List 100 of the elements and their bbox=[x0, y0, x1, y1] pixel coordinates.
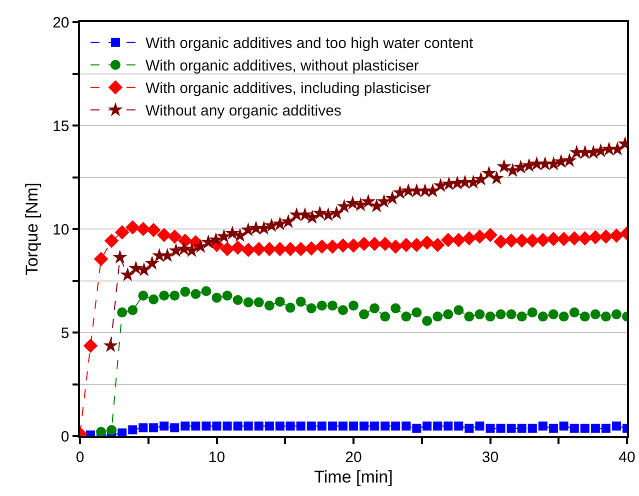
legend-label: With organic additives, without plasticiser bbox=[145, 58, 419, 75]
point bbox=[548, 309, 558, 320]
y-tick-label: 5 bbox=[60, 324, 70, 342]
point bbox=[262, 242, 277, 256]
point bbox=[212, 422, 222, 431]
point bbox=[167, 230, 182, 244]
point bbox=[567, 231, 582, 246]
legend-label: With organic additives, including plasticiser bbox=[145, 80, 431, 98]
point bbox=[346, 238, 361, 253]
point bbox=[220, 242, 234, 256]
point bbox=[486, 424, 495, 433]
point bbox=[454, 422, 464, 431]
point bbox=[611, 309, 622, 320]
point bbox=[412, 424, 422, 433]
point bbox=[128, 425, 138, 434]
point bbox=[243, 297, 254, 308]
point bbox=[117, 307, 128, 318]
point bbox=[548, 424, 558, 433]
x-axis-title: Time [min] bbox=[314, 468, 393, 487]
point bbox=[391, 422, 400, 431]
point bbox=[401, 312, 412, 322]
point bbox=[359, 309, 370, 320]
point bbox=[202, 422, 211, 431]
point bbox=[338, 422, 348, 431]
point bbox=[578, 231, 592, 246]
point bbox=[598, 230, 614, 244]
point bbox=[264, 300, 274, 311]
point bbox=[106, 425, 117, 435]
point bbox=[118, 428, 127, 436]
point bbox=[272, 242, 288, 256]
point bbox=[496, 424, 506, 433]
legend-label: Without any organic additives bbox=[145, 102, 342, 120]
point bbox=[485, 312, 496, 322]
point bbox=[422, 316, 432, 326]
point bbox=[516, 312, 527, 322]
point bbox=[180, 286, 190, 297]
point bbox=[96, 426, 106, 436]
point bbox=[506, 424, 516, 433]
point bbox=[138, 423, 148, 432]
point bbox=[274, 296, 285, 307]
point bbox=[325, 239, 340, 254]
point bbox=[443, 309, 454, 320]
point bbox=[244, 422, 253, 431]
point bbox=[475, 422, 484, 431]
point bbox=[590, 424, 600, 433]
point bbox=[420, 236, 434, 250]
point bbox=[170, 423, 180, 432]
point bbox=[380, 422, 390, 431]
point bbox=[201, 286, 212, 296]
point bbox=[94, 252, 108, 266]
point bbox=[306, 303, 316, 314]
point bbox=[283, 242, 298, 256]
point bbox=[349, 422, 358, 431]
point bbox=[494, 234, 508, 249]
point bbox=[138, 290, 148, 301]
point bbox=[558, 312, 569, 322]
point bbox=[328, 422, 337, 431]
point bbox=[241, 242, 256, 258]
point bbox=[160, 422, 169, 431]
point bbox=[474, 309, 485, 320]
point bbox=[580, 312, 590, 322]
point bbox=[432, 312, 443, 322]
y-tick-label: 10 bbox=[52, 221, 70, 238]
point bbox=[306, 422, 316, 431]
point bbox=[410, 238, 424, 252]
point bbox=[378, 236, 392, 252]
point bbox=[454, 305, 464, 316]
point bbox=[348, 300, 358, 311]
point bbox=[304, 241, 319, 256]
point bbox=[296, 422, 306, 431]
x-tick-label: 0 bbox=[76, 448, 84, 466]
point bbox=[559, 422, 568, 431]
x-tick-label: 10 bbox=[208, 448, 226, 466]
point bbox=[212, 292, 222, 303]
point bbox=[517, 424, 526, 433]
point bbox=[327, 300, 338, 311]
point bbox=[222, 290, 232, 301]
point bbox=[412, 307, 422, 318]
y-axis-title: Torque [Nm] bbox=[22, 182, 42, 276]
point bbox=[356, 236, 372, 252]
point bbox=[504, 233, 518, 248]
point bbox=[370, 422, 380, 431]
point bbox=[264, 422, 274, 431]
point bbox=[254, 422, 264, 431]
point bbox=[514, 233, 529, 248]
point bbox=[360, 422, 369, 431]
point bbox=[336, 238, 350, 253]
point bbox=[128, 305, 138, 316]
point bbox=[464, 312, 474, 322]
point bbox=[390, 303, 401, 314]
point bbox=[254, 297, 264, 308]
point bbox=[233, 422, 242, 431]
point bbox=[538, 422, 548, 431]
point bbox=[83, 338, 98, 353]
x-tick-label: 30 bbox=[482, 448, 499, 466]
point bbox=[472, 230, 487, 244]
point bbox=[338, 305, 348, 316]
point bbox=[444, 422, 453, 431]
point bbox=[104, 234, 119, 248]
point bbox=[191, 422, 200, 431]
